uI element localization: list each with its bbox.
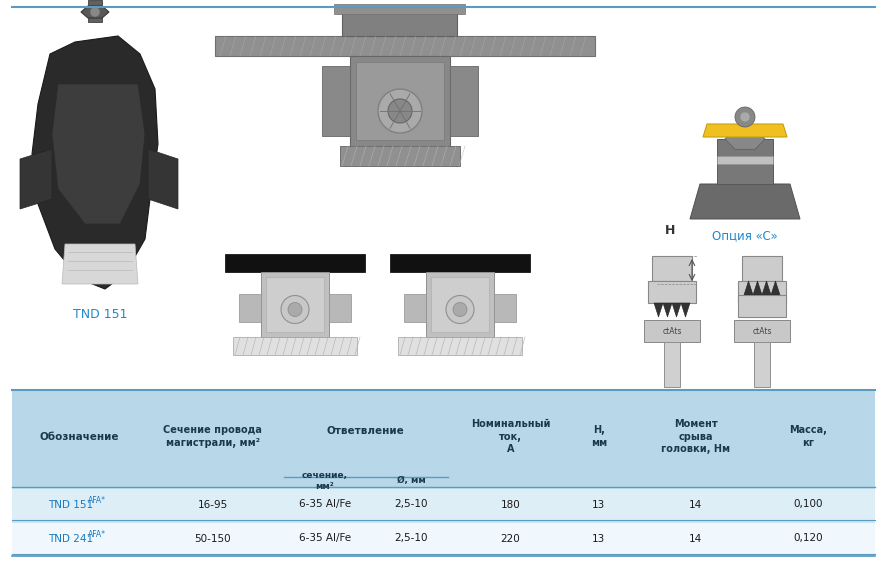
Bar bbox=[12, 489, 874, 520]
Text: Опция «C»: Опция «C» bbox=[711, 229, 777, 242]
Text: 180: 180 bbox=[500, 500, 520, 510]
Text: AFA*: AFA* bbox=[88, 530, 105, 539]
Text: TND 241: TND 241 bbox=[48, 533, 93, 543]
Text: сечение,
мм²: сечение, мм² bbox=[301, 471, 347, 491]
Text: 13: 13 bbox=[592, 533, 605, 543]
Circle shape bbox=[281, 296, 308, 324]
Bar bbox=[355, 62, 444, 140]
Polygon shape bbox=[148, 149, 178, 209]
Bar bbox=[339, 146, 460, 166]
Bar bbox=[390, 254, 530, 272]
Bar bbox=[342, 6, 457, 36]
Text: 220: 220 bbox=[500, 533, 520, 543]
Text: Сечение провода
магистрали, мм²: Сечение провода магистрали, мм² bbox=[163, 425, 261, 448]
Bar bbox=[0, 0, 886, 387]
Polygon shape bbox=[724, 129, 764, 149]
Bar bbox=[651, 256, 691, 281]
Polygon shape bbox=[81, 6, 109, 18]
Bar bbox=[398, 337, 522, 355]
Polygon shape bbox=[62, 244, 138, 284]
Text: 0,100: 0,100 bbox=[792, 500, 822, 510]
Polygon shape bbox=[770, 281, 779, 295]
Circle shape bbox=[288, 302, 301, 316]
Bar bbox=[225, 254, 364, 272]
Bar bbox=[12, 390, 874, 557]
Polygon shape bbox=[680, 303, 689, 317]
Text: Ø, мм: Ø, мм bbox=[396, 476, 425, 485]
Text: 0,120: 0,120 bbox=[792, 533, 822, 543]
Circle shape bbox=[387, 99, 411, 123]
Bar bbox=[350, 56, 449, 146]
Text: Ответвление: Ответвление bbox=[327, 426, 404, 436]
Text: ctAts: ctAts bbox=[662, 327, 681, 336]
Circle shape bbox=[377, 89, 422, 133]
Bar bbox=[643, 320, 699, 342]
Polygon shape bbox=[20, 149, 52, 209]
Polygon shape bbox=[653, 303, 662, 317]
Polygon shape bbox=[32, 36, 158, 289]
Bar bbox=[12, 523, 874, 554]
Polygon shape bbox=[743, 281, 752, 295]
Text: ctAts: ctAts bbox=[751, 327, 771, 336]
Polygon shape bbox=[703, 124, 786, 137]
Bar bbox=[716, 139, 772, 184]
Text: 14: 14 bbox=[688, 533, 702, 543]
Polygon shape bbox=[662, 303, 672, 317]
Text: 50-150: 50-150 bbox=[194, 533, 230, 543]
Bar bbox=[716, 156, 772, 164]
Text: Обозначение: Обозначение bbox=[39, 432, 119, 442]
Polygon shape bbox=[752, 281, 761, 295]
Bar bbox=[233, 337, 356, 355]
Circle shape bbox=[734, 107, 754, 127]
Bar bbox=[449, 66, 478, 136]
Text: Масса,
кг: Масса, кг bbox=[789, 425, 826, 448]
Text: 14: 14 bbox=[688, 500, 702, 510]
Bar bbox=[88, 0, 102, 22]
Text: H: H bbox=[664, 224, 674, 237]
Bar bbox=[266, 277, 323, 332]
Bar bbox=[214, 36, 595, 56]
Text: 2,5-10: 2,5-10 bbox=[394, 500, 427, 510]
Text: 2,5-10: 2,5-10 bbox=[394, 533, 427, 543]
Text: TND 151: TND 151 bbox=[73, 307, 127, 320]
Bar bbox=[238, 294, 260, 322]
Text: 13: 13 bbox=[592, 500, 605, 510]
Circle shape bbox=[446, 296, 473, 324]
Bar bbox=[734, 320, 789, 342]
Bar bbox=[334, 4, 465, 14]
Bar bbox=[753, 342, 769, 387]
Text: TND 151: TND 151 bbox=[48, 500, 93, 510]
Bar bbox=[664, 342, 680, 387]
Text: Номинальный
ток,
А: Номинальный ток, А bbox=[470, 419, 549, 454]
Text: AFA*: AFA* bbox=[88, 496, 105, 505]
Bar bbox=[425, 272, 494, 337]
Bar bbox=[737, 295, 785, 317]
Bar bbox=[494, 294, 516, 322]
Bar bbox=[403, 294, 425, 322]
Bar bbox=[737, 281, 785, 303]
Polygon shape bbox=[761, 281, 770, 295]
Bar bbox=[329, 294, 351, 322]
Bar bbox=[12, 390, 874, 487]
Bar bbox=[742, 256, 781, 281]
Text: 6-35 Al/Fe: 6-35 Al/Fe bbox=[299, 533, 351, 543]
Bar bbox=[648, 281, 696, 303]
Polygon shape bbox=[689, 184, 799, 219]
Bar bbox=[322, 66, 350, 136]
Circle shape bbox=[89, 7, 100, 17]
Text: Момент
срыва
головки, Нм: Момент срыва головки, Нм bbox=[661, 419, 730, 454]
Bar bbox=[12, 462, 874, 487]
Text: 16-95: 16-95 bbox=[198, 500, 228, 510]
Circle shape bbox=[739, 112, 750, 122]
Bar bbox=[260, 272, 329, 337]
Text: 6-35 Al/Fe: 6-35 Al/Fe bbox=[299, 500, 351, 510]
Polygon shape bbox=[52, 84, 144, 224]
Text: Н,
мм: Н, мм bbox=[590, 425, 606, 448]
Circle shape bbox=[453, 302, 466, 316]
Polygon shape bbox=[672, 303, 680, 317]
Bar bbox=[431, 277, 488, 332]
